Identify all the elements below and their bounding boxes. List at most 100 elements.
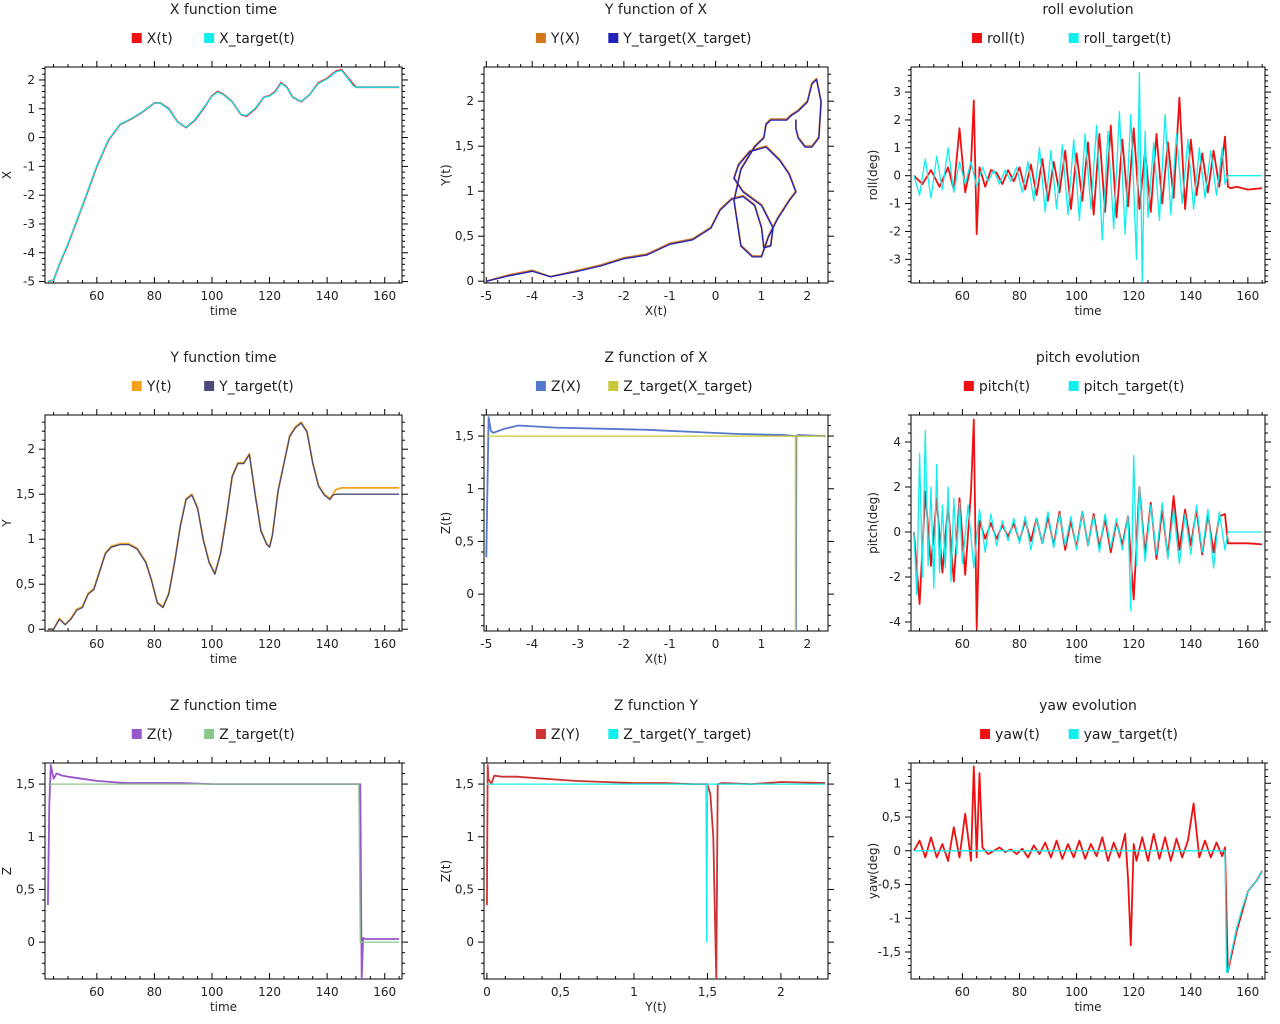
x-tick-label: 120 [1122,637,1145,651]
x-tick-label: -5 [480,289,492,303]
y-axis-label: yaw(deg) [866,843,880,899]
plot-frame [910,762,1266,980]
x-axis-label: time [1074,652,1101,666]
y-tick-label: -2 [889,224,901,238]
y-tick-label: -0,5 [878,878,901,892]
y-tick-label: 4 [893,435,901,449]
y-tick-label: 0,5 [16,577,35,591]
y-tick-label: 1 [893,776,901,790]
series-line-2 [47,783,400,943]
y-axis-label: Y [0,519,14,528]
legend-label: X_target(t) [219,31,295,47]
x-tick-label: 60 [89,637,104,651]
legend-label: Y(t) [146,379,172,395]
chart-panel-7: Z function time Z(t) Z_target(t) 60 80 100 120… [0,698,408,1014]
plot-frame [483,762,829,980]
y-tick-label: -1,5 [878,945,901,959]
series-line-1 [486,764,826,979]
legend-swatch [980,729,991,739]
series-line-1 [486,77,822,283]
y-tick-label: 1 [27,830,35,844]
y-tick-label: 0,5 [455,882,474,896]
legend-swatch [535,729,546,739]
chart-panel-6: pitch evolution pitch(t) pitch_target(t) 60… [866,350,1271,666]
y-tick-label: 2 [466,94,474,108]
y-tick-label: -1 [889,197,901,211]
x-tick-label: 80 [1012,985,1027,999]
x-tick-label: 100 [1065,289,1088,303]
series-line-1 [913,765,1263,974]
legend-swatch [204,33,215,43]
series-line-2 [47,422,400,630]
series-line-2 [913,71,1263,283]
x-tick-label: 1 [758,289,766,303]
x-tick-label: 2 [804,637,812,651]
x-tick-label: 160 [373,985,396,999]
series-line-1 [47,421,400,631]
legend-label: Z_target(Y_target) [623,727,751,743]
y-tick-label: 2 [27,442,35,456]
y-tick-label: 1 [27,102,35,116]
y-tick-label: 0 [27,622,35,636]
x-tick-label: 80 [147,637,162,651]
x-tick-label: 60 [89,289,104,303]
plot-frame [44,414,403,632]
series-line-2 [486,783,826,943]
y-axis-label: pitch(deg) [866,492,880,554]
chart-title: X function time [170,2,277,18]
chart-title: Z function Y [614,698,699,714]
y-tick-label: 2 [893,480,901,494]
x-tick-label: 140 [1179,985,1202,999]
x-axis-label: time [210,652,237,666]
chart-title: Y function of X [604,2,708,18]
legend-label: roll_target(t) [1084,31,1172,47]
chart-title: roll evolution [1042,2,1133,18]
legend-label: X(t) [147,31,173,47]
y-tick-label: 0 [893,525,901,539]
y-tick-label: 1,5 [455,777,474,791]
series-line-2 [486,435,826,631]
y-tick-label: -4 [889,615,901,629]
x-axis-label: Y(t) [644,1000,666,1014]
legend-label: Y(X) [550,31,580,47]
x-tick-label: 140 [316,637,339,651]
plot-frame [44,66,403,284]
y-tick-label: 0 [27,131,35,145]
legend-swatch [1068,33,1079,43]
legend-swatch [131,381,142,391]
y-tick-label: 0 [466,274,474,288]
x-tick-label: 100 [1065,637,1088,651]
x-tick-label: 2 [804,289,812,303]
x-tick-label: 0 [483,985,491,999]
x-tick-label: -4 [526,289,538,303]
legend-swatch [1068,381,1079,391]
legend-swatch [535,381,546,391]
y-tick-label: 1 [466,830,474,844]
y-tick-label: -3 [889,252,901,266]
chart-title: Y function time [169,350,276,366]
x-axis-label: time [210,1000,237,1014]
x-tick-label: 80 [147,289,162,303]
series-line-2 [913,850,1263,973]
chart-panel-8: Z function Y Z(Y) Z_target(Y_target) 0 0,5 1 1… [439,698,834,1014]
y-tick-label: 0 [27,935,35,949]
x-tick-label: 100 [201,289,224,303]
x-tick-label: 1 [630,985,638,999]
series-line-1 [47,69,400,283]
y-axis-label: roll(deg) [866,150,880,201]
x-tick-label: 160 [1236,985,1259,999]
x-tick-label: 0 [712,637,720,651]
legend-swatch [204,729,215,739]
x-axis-label: time [210,304,237,318]
y-tick-label: 0,5 [455,534,474,548]
x-tick-label: -2 [618,289,630,303]
x-tick-label: 140 [1179,637,1202,651]
legend-swatch [971,33,982,43]
legend-swatch [608,729,619,739]
y-tick-label: -1 [889,911,901,925]
x-tick-label: -3 [572,289,584,303]
legend-label: pitch(t) [979,379,1030,395]
x-tick-label: 60 [955,637,970,651]
